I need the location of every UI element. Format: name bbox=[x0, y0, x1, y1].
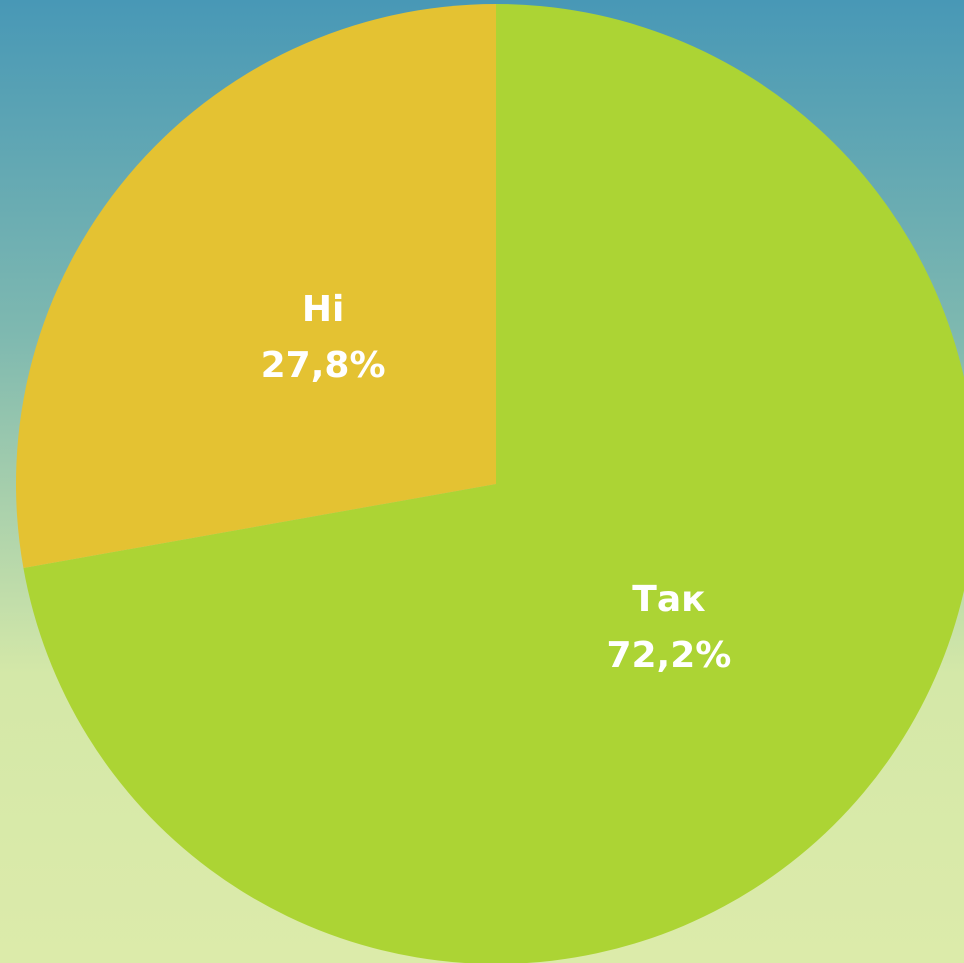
slice-value-label: 27,8% bbox=[261, 345, 386, 386]
slice-value-label: 72,2% bbox=[606, 635, 731, 676]
pie-slice bbox=[23, 4, 964, 963]
slice-category-label: Так bbox=[632, 579, 705, 620]
pie-slice bbox=[15, 4, 496, 569]
slice-category-label: Ні bbox=[302, 289, 344, 330]
